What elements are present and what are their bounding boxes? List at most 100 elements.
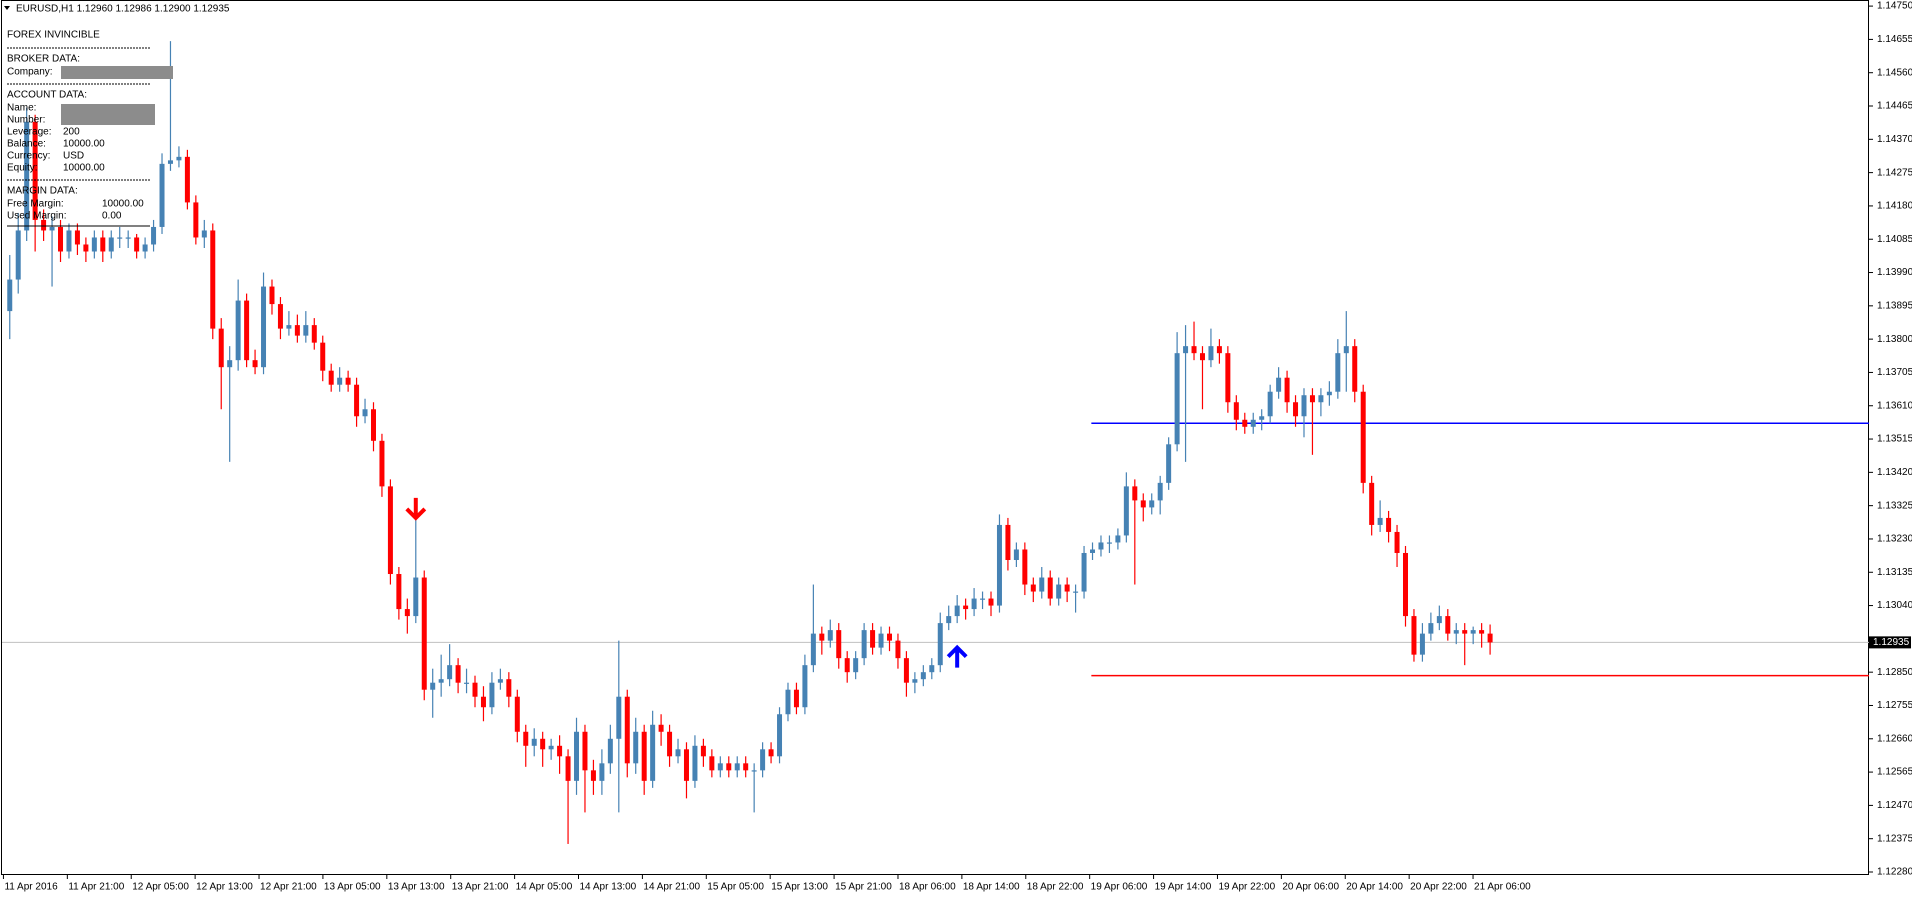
candle-body: [151, 226, 157, 245]
candle-body: [574, 731, 580, 781]
candle-body: [675, 749, 681, 757]
candle-body: [802, 665, 808, 708]
candle-body: [311, 325, 317, 343]
candle-body: [15, 230, 21, 280]
candle-body: [1326, 391, 1332, 396]
y-tick-label: 1.13705: [1877, 367, 1912, 378]
candle-body: [167, 160, 173, 164]
candle-body: [886, 633, 892, 641]
candle-body: [1073, 591, 1079, 593]
candle-body: [489, 682, 495, 708]
x-tick-label: 11 Apr 2016: [4, 882, 58, 893]
candle-body: [421, 577, 427, 690]
candle-body: [269, 286, 275, 305]
candle-body: [480, 696, 486, 708]
candle-body: [117, 237, 123, 239]
candle-body: [277, 304, 283, 329]
candle-body: [345, 377, 351, 385]
signal-arrow: [405, 497, 427, 521]
candle-body: [1403, 552, 1409, 617]
y-tick-label: 1.14560: [1877, 67, 1912, 78]
x-tick-label: 13 Apr 13:00: [388, 882, 445, 893]
candle-body: [100, 237, 106, 252]
candle-body: [590, 770, 596, 781]
symbol-menu[interactable]: [4, 6, 10, 10]
candle-body: [937, 623, 943, 666]
y-tick-label: 1.13325: [1877, 500, 1912, 511]
candle-body: [58, 226, 64, 252]
candle-body: [836, 630, 842, 659]
current-price-tag: [1869, 636, 1911, 649]
candle-body: [903, 658, 909, 683]
candle-body: [827, 630, 833, 641]
candle-body: [1293, 402, 1299, 417]
candle-body: [1487, 633, 1493, 643]
candle-body: [1386, 517, 1392, 532]
candle-body: [404, 609, 410, 617]
candle-body: [1005, 524, 1011, 560]
candle-body: [963, 605, 969, 610]
y-tick-label: 1.12565: [1877, 767, 1912, 778]
candle-body: [1301, 395, 1307, 417]
x-tick-label: 12 Apr 21:00: [260, 882, 317, 893]
candle-body: [396, 574, 402, 610]
candle-body: [1140, 500, 1146, 508]
candle-body: [1479, 630, 1485, 634]
row-value: 10000.00: [102, 199, 144, 210]
candle-body: [201, 230, 207, 238]
x-tick-label: 21 Apr 06:00: [1474, 882, 1531, 893]
candle-body: [261, 286, 267, 368]
candle-body: [66, 230, 72, 252]
candle-body: [607, 738, 613, 764]
candle-body: [785, 689, 791, 715]
redaction: [61, 104, 155, 125]
candle-body: [1242, 419, 1248, 427]
candle-body: [870, 630, 876, 648]
x-tick-label: 15 Apr 13:00: [771, 882, 828, 893]
candle-body: [1250, 419, 1256, 427]
candle-body: [74, 230, 80, 245]
row-label: Equity:: [7, 163, 38, 174]
candle-body: [1284, 377, 1290, 403]
candle-body: [354, 384, 360, 417]
x-tick-label: 18 Apr 06:00: [899, 882, 956, 893]
candle-body: [1183, 346, 1189, 354]
candle-body: [954, 605, 960, 617]
candle-body: [320, 342, 326, 371]
x-tick-label: 12 Apr 05:00: [132, 882, 189, 893]
candle-body: [1090, 549, 1096, 553]
candle-body: [980, 598, 986, 600]
symbol-header: EURUSD,H1 1.12960 1.12986 1.12900 1.1293…: [16, 4, 230, 15]
candle-body: [861, 630, 867, 659]
y-tick-label: 1.13420: [1877, 467, 1912, 478]
section-heading: ACCOUNT DATA:: [7, 90, 87, 101]
candle-body: [1343, 346, 1349, 354]
candle-body: [210, 230, 216, 329]
candle-body: [692, 745, 698, 781]
candle-body: [506, 679, 512, 697]
candle-body: [464, 682, 470, 684]
candle-body: [1098, 542, 1104, 550]
y-tick-label: 1.13800: [1877, 334, 1912, 345]
candle-body: [996, 524, 1002, 606]
candle-body: [548, 745, 554, 750]
row-label: Used Margin:: [7, 211, 66, 222]
x-tick-label: 14 Apr 05:00: [516, 882, 573, 893]
candle-body: [1428, 623, 1434, 634]
candle-body: [624, 696, 630, 764]
candle-body: [912, 679, 918, 683]
candle-body: [193, 202, 199, 238]
candle-body: [1318, 395, 1324, 403]
candle-body: [667, 731, 673, 757]
candle-body: [1267, 391, 1273, 417]
y-tick-label: 1.13895: [1877, 300, 1912, 311]
candle-body: [633, 731, 639, 764]
candle-body: [447, 665, 453, 680]
candle-body: [1453, 630, 1459, 634]
candle-body: [971, 598, 977, 610]
x-tick-label: 13 Apr 21:00: [452, 882, 509, 893]
candle-body: [472, 682, 478, 697]
candle-body: [337, 377, 343, 385]
candle-body: [853, 658, 859, 673]
x-tick-label: 13 Apr 05:00: [324, 882, 381, 893]
